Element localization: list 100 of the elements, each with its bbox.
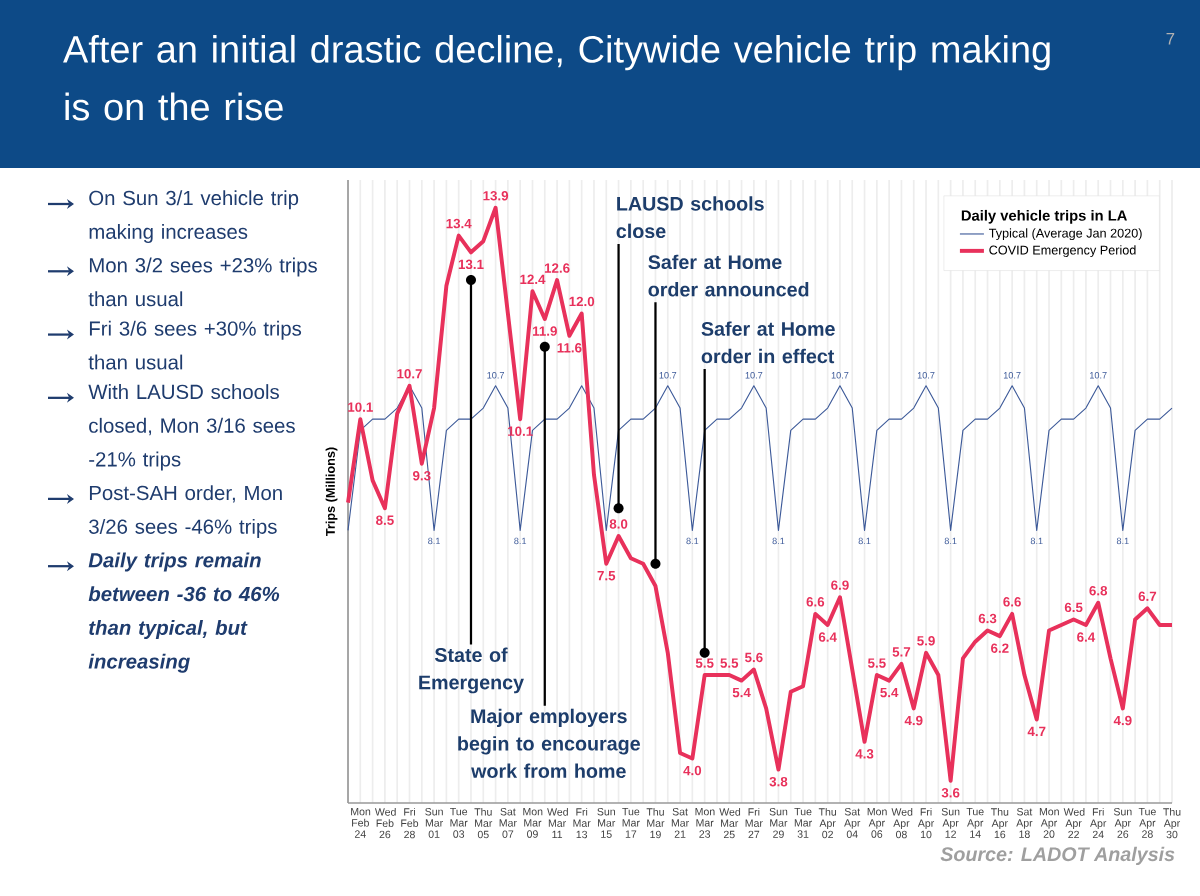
annotation: Safer at Home order in effect [701,321,835,364]
data-label: 10.7 [1003,372,1021,379]
data-label: 5.5 [720,658,739,668]
text: With LAUSD schools closed, Mon 3/16 sees -21% trips [88,384,295,471]
data-label: 6.4 [818,632,837,642]
data-label: 10.7 [487,372,504,379]
x-tick-label: Fri Apr 10 [917,807,935,839]
x-tick-label: Thu Apr 30 [1163,807,1181,839]
data-label: 8.1 [1116,537,1129,545]
x-tick-label: Sat Apr 04 [844,807,861,838]
x-tick-label: Sat Apr 18 [1016,807,1033,838]
x-tick-label: Sun Mar 15 [597,807,616,838]
x-tick-label: Wed Feb 26 [374,807,396,839]
data-label: 4.7 [1027,726,1046,737]
data-label: 8.1 [772,537,785,545]
annotation: Safer at Home order announced [648,254,809,297]
data-label: 13.4 [446,218,472,229]
text: On Sun 3/1 vehicle trip making increases [89,190,299,244]
data-label: 8.1 [686,537,699,545]
data-label: 10.7 [917,372,935,379]
data-label: 10.7 [397,369,422,379]
data-label: 10.7 [745,372,763,379]
data-label: 6.2 [991,643,1009,653]
x-tick-label: Tue Apr 14 [966,807,984,838]
x-tick-label: Sat Mar 07 [499,807,517,838]
data-label: 8.1 [944,537,957,545]
x-tick-label: Sat Mar 21 [671,807,689,838]
data-label: 13.9 [483,191,509,201]
x-tick-label: Fri Mar 13 [573,807,591,839]
data-label: 4.0 [683,765,702,776]
data-label: 6.6 [1003,597,1021,607]
x-tick-label: Sun Mar 29 [769,807,788,838]
data-label: 8.1 [428,537,440,545]
data-label: 11.6 [557,343,582,353]
data-label: 3.6 [941,788,960,798]
x-tick-label: Thu Apr 16 [990,807,1009,839]
x-tick-label: Tue Mar 03 [450,807,468,838]
annotation: LAUSD schools close [616,196,764,239]
data-label: 10.7 [831,372,849,379]
data-label: 12.0 [569,296,595,307]
data-label: 5.7 [892,647,911,657]
data-label: 10.7 [659,372,677,379]
x-tick-label: Thu Mar 19 [646,807,665,839]
x-tick-label: Fri Feb 28 [401,807,419,839]
annotation: Major employers begin to encourage work from home [458,708,640,779]
x-tick-label: Mon Mar 23 [695,807,715,838]
x-tick-label: Mon Apr 06 [867,807,887,838]
data-label: 8.1 [1030,537,1043,545]
x-tick-label: Sun Apr 26 [1113,807,1132,838]
source-note: Source: LADOT Analysis [940,846,1175,866]
data-label: 10.7 [1090,372,1107,379]
data-label: 5.5 [695,658,714,668]
x-tick-label: Wed Apr 08 [891,807,913,839]
x-tick-label: Sun Mar 01 [425,807,443,838]
x-tick-label: Wed Mar 25 [719,807,741,839]
y-axis-title: Trips (Millions) [325,447,338,536]
data-label: 5.9 [917,636,935,646]
data-label: 13.1 [458,259,484,270]
data-label: 12.4 [520,274,546,284]
data-label: 8.0 [609,519,628,529]
x-tick-label: Fri Mar 27 [745,807,763,839]
data-label: 5.6 [744,652,763,663]
text: Fri 3/6 sees +30% trips than usual [88,320,302,370]
data-label: 10.1 [348,402,373,412]
x-tick-label: Sun Apr 12 [941,807,960,838]
data-label: 6.4 [1077,632,1096,642]
legend-label: COVID Emergency Period [989,245,1136,258]
data-label: 7.5 [597,571,616,581]
data-label: 6.6 [806,597,825,607]
text: Post-SAH order, Mon 3/26 sees -46% trips [89,485,282,538]
x-tick-label: Wed Apr 22 [1063,807,1085,839]
x-tick-label: Mon Feb 24 [351,807,371,838]
data-label: 8.1 [858,537,871,545]
data-label: 5.4 [732,687,751,698]
data-label: 6.9 [831,580,849,590]
x-tick-label: Tue Apr 28 [1138,807,1156,838]
data-label: 4.9 [1113,715,1132,726]
data-label: 6.5 [1064,602,1083,613]
data-label: 6.3 [978,613,997,624]
x-tick-label: Tue Mar 31 [794,807,812,838]
data-label: 5.4 [880,687,899,698]
text: Daily trips remain between -36 to 46% than typical, but increasing [88,552,280,673]
x-tick-label: Fri Apr 24 [1090,807,1107,839]
x-tick-label: Mon Mar 09 [523,807,543,838]
text: 7 [1166,32,1175,45]
x-tick-label: Mon Apr 20 [1039,807,1059,838]
x-tick-label: Thu Mar 05 [474,807,493,839]
data-label: 11.9 [532,326,557,336]
x-tick-label: Thu Apr 02 [818,807,837,839]
x-tick-label: Wed Mar 11 [547,807,568,839]
data-label: 4.3 [855,749,874,759]
legend-title: Daily vehicle trips in LA [961,209,1127,224]
legend-label: Typical (Average Jan 2020) [988,228,1142,241]
chart-title: After an initial drastic decline, Citywide vehicle trip making is on the rise [63,34,1050,121]
data-label: 5.5 [867,658,886,668]
data-label: 3.8 [769,776,788,787]
data-label: 6.7 [1138,591,1157,601]
x-tick-label: Tue Mar 17 [622,807,640,838]
data-label: 4.9 [904,715,923,726]
data-label: 8.5 [376,515,394,525]
